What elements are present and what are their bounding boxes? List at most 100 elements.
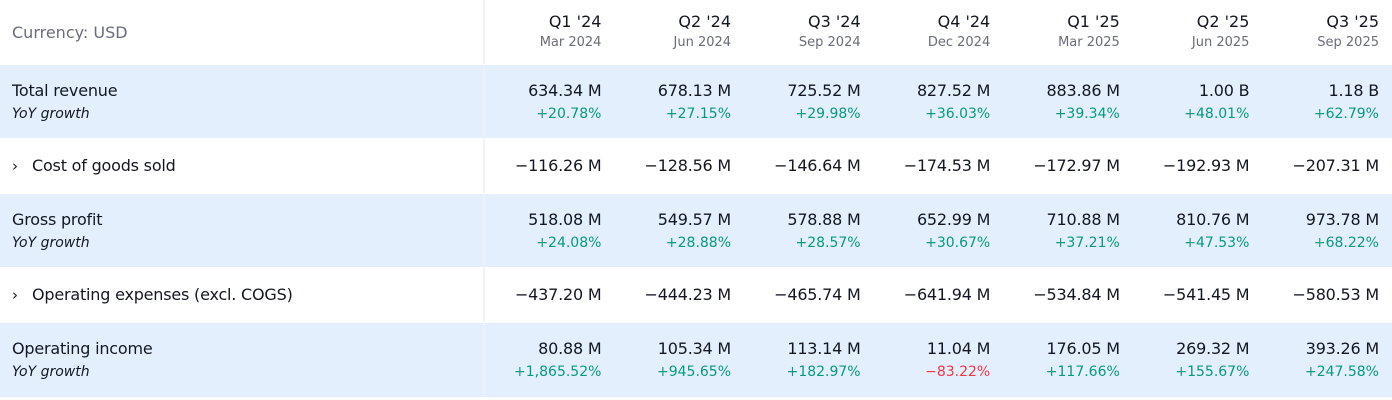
chevron-right-icon[interactable]: › [12,285,18,304]
row-label-text: Total revenue [12,80,118,100]
period-header: Q2 '25 Jun 2025 [1133,0,1263,64]
value: −534.84 M [1033,284,1120,304]
value-cell: 725.52 M +29.98% [744,65,874,138]
value: −116.26 M [514,155,602,175]
value: 710.88 M [1046,209,1120,229]
yoy-growth-value: +247.58% [1304,364,1379,380]
value-cell: 1.00 B +48.01% [1133,65,1263,138]
period-date: Dec 2024 [927,35,991,50]
value-cell: 710.88 M +37.21% [1003,194,1133,267]
value: 518.08 M [528,209,602,229]
yoy-growth-value: +1,865.52% [514,364,602,380]
yoy-growth-value: +27.15% [665,105,732,122]
yoy-growth-value: +945.65% [657,364,732,380]
value: 725.52 M [787,80,861,100]
value: −541.45 M [1162,284,1250,304]
value: 634.34 M [528,80,602,100]
period-date: Mar 2025 [1058,35,1120,50]
value-cell: 973.78 M +68.22% [1262,194,1392,267]
table-row[interactable]: › Operating expenses (excl. COGS) −437.20 … [0,267,1392,322]
value-cell: 393.26 M +247.58% [1262,323,1392,397]
value: 1.00 B [1198,80,1250,100]
yoy-growth-value: +155.67% [1175,364,1250,380]
value-cell: 1.18 B +62.79% [1262,65,1392,138]
value-cell: 652.99 M +30.67% [874,194,1004,267]
value: 827.52 M [916,80,991,100]
value: 678.13 M [657,80,732,100]
value: 113.14 M [787,339,861,358]
chevron-right-icon[interactable]: › [12,156,18,175]
period-date: Sep 2025 [1317,35,1379,50]
value-cell: 105.34 M +945.65% [614,323,744,397]
value-cell: −128.56 M [614,138,744,193]
value-cell: −116.26 M [485,138,615,193]
row-label-text: Gross profit [12,209,103,229]
period-quarter: Q2 '24 [678,12,732,31]
period-header: Q2 '24 Jun 2024 [614,0,744,64]
period-quarter: Q3 '25 [1326,12,1379,31]
row-label-text: Cost of goods sold [32,155,176,175]
row-sub-label: YoY growth [12,105,90,122]
value-cell: −580.53 M [1262,267,1392,322]
value: −207.31 M [1292,155,1380,175]
row-label-cell[interactable]: › Operating expenses (excl. COGS) [0,267,485,322]
row-label-cell: Gross profit YoY growth [0,194,485,267]
row-label[interactable]: › Cost of goods sold [12,154,483,178]
value-cell: 883.86 M +39.34% [1003,65,1133,138]
value: 578.88 M [787,209,861,229]
yoy-growth-value: +36.03% [925,105,991,122]
value-cell: 549.57 M +28.88% [614,194,744,267]
value: 652.99 M [916,209,991,229]
value: −641.94 M [903,284,991,304]
value: 973.78 M [1305,209,1379,229]
row-sub-label: YoY growth [12,364,90,380]
table-row: Gross profit YoY growth 518.08 M +24.08% 549… [0,194,1392,267]
table-row: Total revenue YoY growth 634.34 M +20.78% 67… [0,65,1392,138]
yoy-growth-value: +117.66% [1045,364,1120,380]
value-cell: 634.34 M +20.78% [485,65,615,138]
yoy-growth-value: +28.88% [665,234,732,251]
yoy-growth-value: +29.98% [795,105,861,122]
value: −437.20 M [514,284,602,304]
period-header: Q4 '24 Dec 2024 [874,0,1004,64]
value: 105.34 M [657,339,732,358]
value-cell: 176.05 M +117.66% [1003,323,1133,397]
value-cell: 827.52 M +36.03% [874,65,1004,138]
table-row[interactable]: › Cost of goods sold −116.26 M −128.56 M −14… [0,138,1392,193]
yoy-growth-value: −83.22% [925,364,991,380]
period-quarter: Q2 '25 [1196,12,1250,31]
row-label: Operating income [12,337,483,361]
period-header: Q1 '24 Mar 2024 [485,0,615,64]
value: −174.53 M [903,155,991,175]
period-date: Jun 2024 [673,35,732,50]
table-row: Operating income YoY growth 80.88 M +1,865.… [0,323,1392,397]
value-cell: 578.88 M +28.57% [744,194,874,267]
value-cell: −465.74 M [744,267,874,322]
row-label[interactable]: › Operating expenses (excl. COGS) [12,283,483,307]
value-cell: −172.97 M [1003,138,1133,193]
yoy-growth-value: +47.53% [1184,234,1250,251]
row-label-text: Operating expenses (excl. COGS) [32,284,293,304]
value: 549.57 M [657,209,732,229]
row-label-text: Operating income [12,339,153,358]
value-cell: 269.32 M +155.67% [1133,323,1263,397]
period-quarter: Q1 '24 [548,12,602,31]
value: −465.74 M [774,284,861,304]
value-cell: −192.93 M [1133,138,1263,193]
value: 1.18 B [1328,80,1380,100]
value-cell: −534.84 M [1003,267,1133,322]
row-label-cell[interactable]: › Cost of goods sold [0,138,485,193]
row-label-cell: Total revenue YoY growth [0,65,485,138]
value: −146.64 M [774,155,861,175]
period-header: Q3 '25 Sep 2025 [1262,0,1392,64]
period-header: Q3 '24 Sep 2024 [744,0,874,64]
value: 269.32 M [1176,339,1250,358]
yoy-growth-value: +68.22% [1313,234,1379,251]
value-cell: −146.64 M [744,138,874,193]
value-cell: 810.76 M +47.53% [1133,194,1263,267]
value-cell: −541.45 M [1133,267,1263,322]
period-quarter: Q4 '24 [937,12,991,31]
yoy-growth-value: +182.97% [786,364,861,380]
period-header: Q1 '25 Mar 2025 [1003,0,1133,64]
